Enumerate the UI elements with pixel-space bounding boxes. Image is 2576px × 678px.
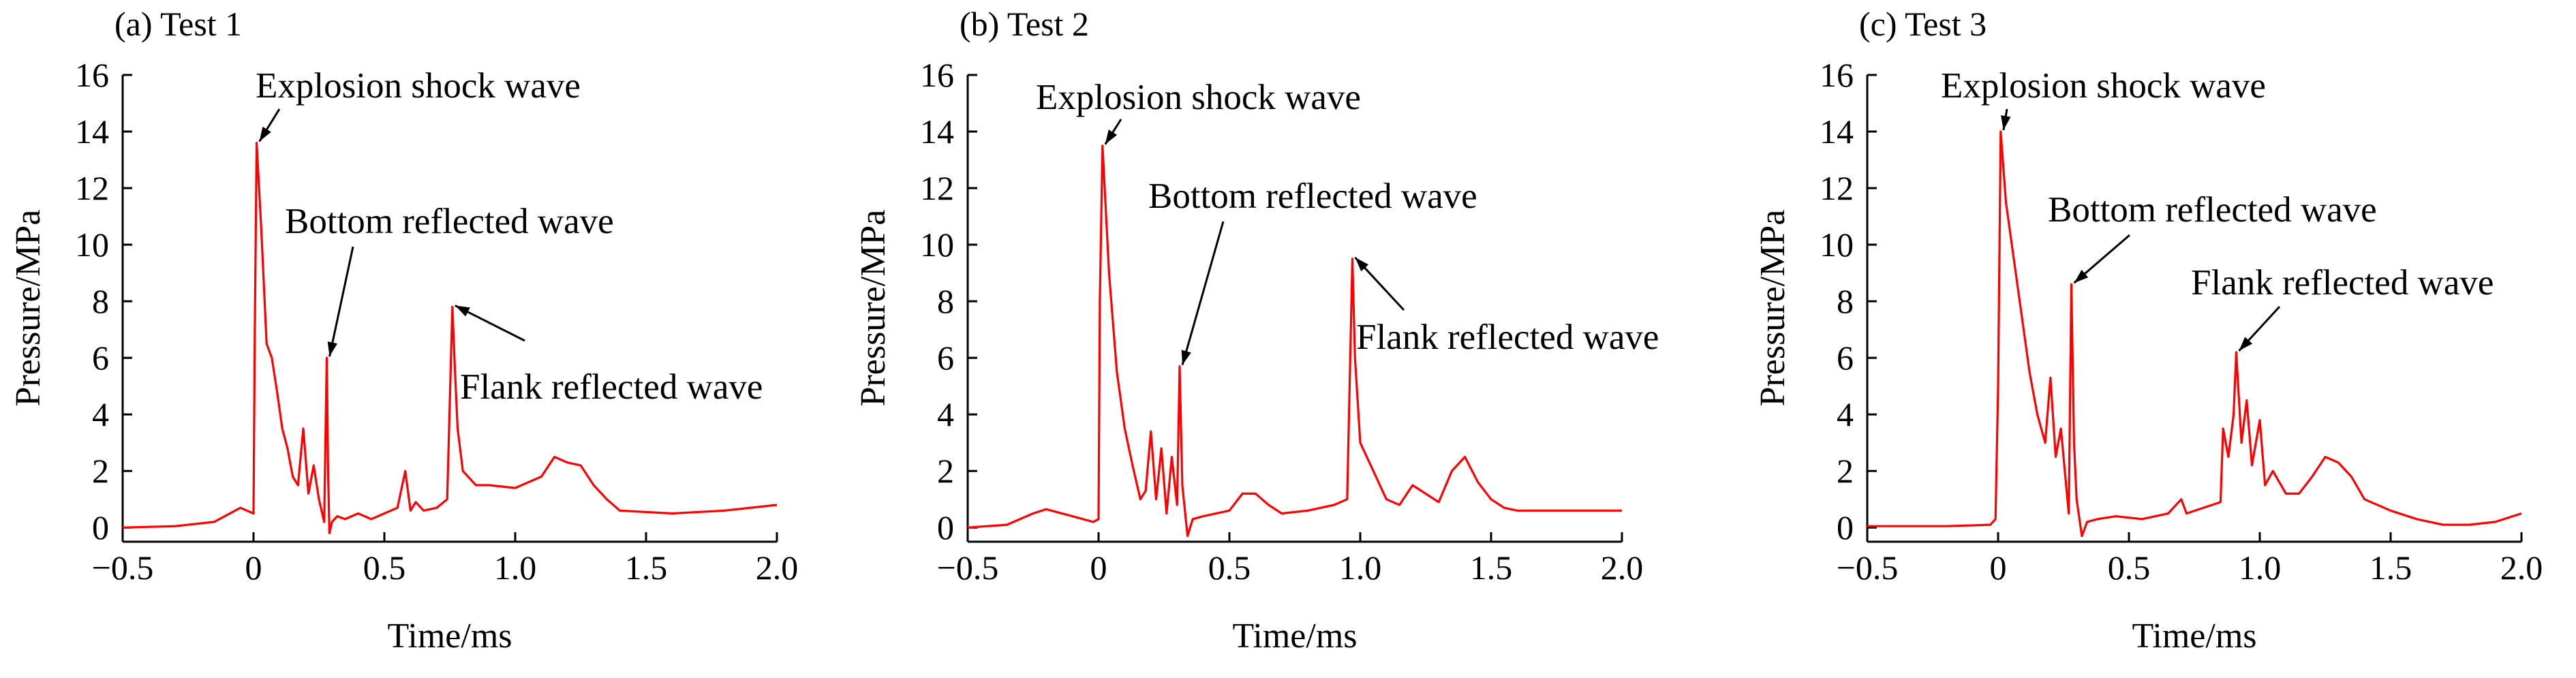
y-tick-label: 6 [937,339,954,377]
x-tick-label: 1.0 [494,549,537,587]
annotation-arrow [455,305,525,342]
x-tick-label: 0 [245,549,262,587]
annotation-label: Flank reflected wave [460,367,763,407]
y-tick-label: 0 [937,508,954,546]
y-tick-label: 16 [1820,56,1854,94]
x-tick-label: 1.5 [2370,549,2412,587]
annotation-arrow [2001,108,2011,131]
annotation-arrow [258,108,281,142]
y-tick-label: 14 [75,112,109,151]
x-tick-label: 0 [1990,549,2007,587]
x-tick-label: −0.5 [1837,549,1899,587]
x-tick-label: 1.5 [1470,549,1513,587]
y-tick-label: 4 [92,395,109,433]
annotation-label: Flank reflected wave [2191,263,2494,303]
y-tick-label: 16 [75,56,109,94]
pressure-series-line [1867,130,2522,538]
panel-title: (b) Test 2 [960,5,1089,43]
y-tick-label: 8 [937,282,954,320]
x-tick-label: 2.0 [2500,549,2543,587]
y-tick-label: 12 [920,169,954,207]
annotation-arrow [1104,119,1122,145]
x-tick-label: 1.0 [2239,549,2282,587]
y-tick-label: 10 [75,226,109,264]
annotation-label: Explosion shock wave [1941,66,2266,106]
x-tick-label: 0 [1090,549,1107,587]
annotation-label: Explosion shock wave [1036,78,1361,117]
annotation-label: Flank reflected wave [1356,318,1659,357]
panel-title: (a) Test 1 [114,5,242,43]
annotation-arrow [2073,234,2130,284]
y-tick-label: 16 [920,56,954,94]
y-tick-label: 0 [92,508,109,546]
y-tick-label: 6 [92,339,109,377]
x-tick-label: 1.5 [625,549,668,587]
y-tick-label: 4 [937,395,954,433]
y-tick-label: 12 [75,169,109,207]
x-axis-label: Time/ms [387,617,512,656]
annotation-arrow [1181,221,1225,366]
y-tick-label: 2 [1837,452,1854,490]
annotation-arrow [2238,305,2281,352]
y-tick-label: 6 [1837,339,1854,377]
x-tick-label: −0.5 [937,549,999,587]
annotation-arrow [1354,256,1405,311]
annotation-label: Explosion shock wave [256,66,581,106]
y-tick-label: 14 [920,112,954,151]
pressure-series-line [967,144,1622,538]
x-tick-label: 1.0 [1339,549,1382,587]
y-tick-label: 4 [1837,395,1854,433]
y-tick-label: 14 [1820,112,1854,151]
y-axis-label: Pressure/MPa [9,210,48,407]
x-tick-label: 0.5 [2108,549,2151,587]
y-tick-label: 0 [1837,508,1854,546]
y-tick-label: 2 [937,452,954,490]
y-tick-label: 10 [920,226,954,264]
x-tick-label: 2.0 [1601,549,1644,587]
annotation-label: Bottom reflected wave [2048,190,2377,230]
x-axis-label: Time/ms [2132,617,2256,656]
y-axis-label: Pressure/MPa [854,210,893,407]
y-tick-label: 8 [1837,282,1854,320]
panel-title: (c) Test 3 [1859,5,1987,43]
annotation-label: Bottom reflected wave [285,202,614,241]
x-tick-label: 0.5 [1208,549,1251,587]
x-tick-label: 2.0 [756,549,799,587]
y-tick-label: 8 [92,282,109,320]
y-tick-label: 2 [92,452,109,490]
annotation-arrow [327,246,354,357]
x-tick-label: 0.5 [363,549,406,587]
y-tick-label: 10 [1820,226,1854,264]
x-tick-label: −0.5 [92,549,154,587]
x-axis-label: Time/ms [1232,617,1357,656]
pressure-series-line [122,142,778,535]
y-axis-label: Pressure/MPa [1753,210,1792,407]
y-tick-label: 12 [1820,169,1854,207]
annotation-label: Bottom reflected wave [1148,176,1477,216]
